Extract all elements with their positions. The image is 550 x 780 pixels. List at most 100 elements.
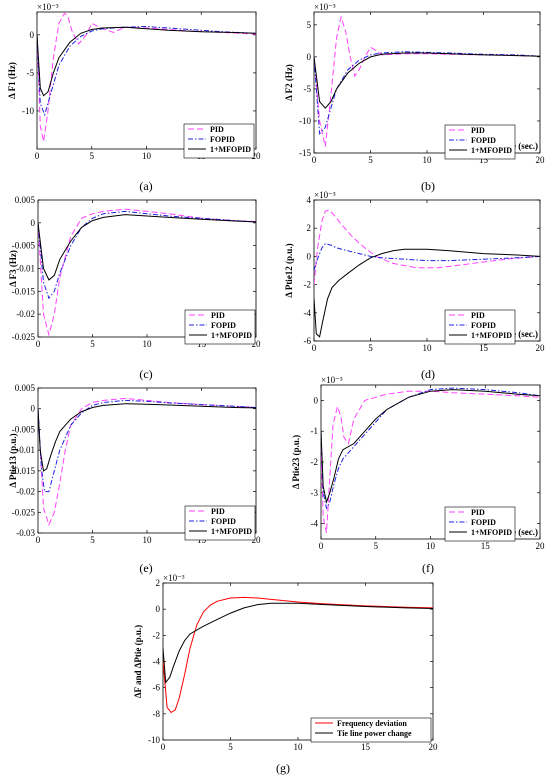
legend-box	[310, 717, 432, 743]
y-tick-label: 4	[307, 195, 312, 205]
y-tick-label: 0	[31, 404, 36, 414]
series-line-mfopid	[37, 26, 256, 97]
series-line-mfopid	[38, 214, 256, 281]
panel-label: (b)	[421, 179, 435, 193]
panel-f: 0 5 10 15 20 0 -1 -2 -3 -4 ×10⁻³ Time (sec.) Δ Ptie2…	[291, 375, 545, 575]
y-tick-label: -4	[311, 519, 319, 529]
x-tick-label: 0	[319, 541, 324, 551]
legend-entry: FOPID	[211, 517, 236, 526]
y-tick-label: -10	[299, 116, 311, 126]
y-tick-label: 5	[307, 20, 312, 30]
x-tick-label: 0	[36, 535, 41, 545]
legend-entry: FOPID	[211, 321, 236, 330]
y-tick-label: -2	[304, 280, 312, 290]
series-line-fopid	[314, 243, 540, 271]
series-line-fopid	[37, 25, 256, 117]
x-tick-label: 20	[536, 541, 546, 551]
x-tick-label: 15	[479, 343, 489, 353]
x-axis-label: Time (sec.)	[496, 527, 538, 537]
y-tick-label: -4	[153, 657, 161, 667]
series-line-mfopid	[321, 389, 540, 504]
y-tick-label: 0	[307, 251, 312, 261]
legend-entry: Frequency deviation	[337, 719, 407, 728]
y-tick-label: 2	[156, 578, 161, 588]
legend-box	[444, 309, 516, 345]
panel-e: 051015200.0050-0.005-0.01-0.015-0.02-0.0…	[8, 383, 261, 575]
y-tick-label: -2	[311, 457, 319, 467]
legend-entry: Tie line power change	[337, 729, 412, 738]
y-tick-label: -1	[311, 426, 319, 436]
y-tick-label: -0.005	[12, 424, 36, 434]
series-line-pid	[314, 209, 540, 285]
y-tick-label: -6	[304, 336, 312, 346]
series-group	[37, 12, 256, 142]
x-tick-label: 10	[423, 155, 433, 165]
x-tick-label: 20	[252, 151, 262, 161]
series-line-mfopid	[38, 403, 256, 472]
legend-entry: PID	[471, 508, 485, 517]
panel-b: 0 5 10 15 20 5 0 -5 -10 -15 ×10⁻³ Time (sec.) Δ F2 (…	[284, 2, 545, 193]
series-group	[38, 208, 256, 337]
legend-entry: 1+MFOPID	[471, 331, 512, 340]
x-tick-label: 20	[536, 155, 546, 165]
axis-multiplier: ×10⁻³	[314, 2, 336, 12]
series-line-pid	[37, 12, 256, 142]
panel-label: (g)	[276, 761, 290, 775]
x-tick-label: 10	[143, 339, 153, 349]
x-tick-label: 0	[36, 339, 41, 349]
y-axis-label: Δ F2 (Hz)	[284, 64, 294, 101]
legend-entry: PID	[211, 311, 225, 320]
y-tick-label: -2	[153, 630, 161, 640]
legend-entry: FOPID	[471, 518, 496, 527]
legend-entry: 1+MFOPID	[210, 145, 251, 154]
y-axis-label: Δ Ptie23 (p.u.)	[291, 435, 301, 489]
x-tick-label: 10	[142, 151, 152, 161]
y-tick-label: -0.015	[12, 466, 36, 476]
x-tick-label: 0	[312, 155, 317, 165]
y-tick-label: -0.02	[16, 487, 35, 497]
y-axis-label: Δ Ptie12 (p.u.)	[284, 243, 294, 297]
y-tick-label: 0.005	[15, 383, 36, 393]
y-tick-label: -0.015	[12, 286, 36, 296]
x-tick-label: 15	[361, 742, 371, 752]
x-tick-label: 5	[228, 742, 233, 752]
series-line-pid	[321, 390, 540, 533]
x-tick-label: 5	[368, 343, 373, 353]
series-line-freq	[163, 596, 433, 714]
y-tick-label: -5	[27, 68, 35, 78]
y-tick-label: -15	[299, 148, 311, 158]
legend-entry: FOPID	[471, 321, 496, 330]
axis-multiplier: ×10⁻³	[321, 375, 343, 385]
x-tick-label: 20	[429, 742, 439, 752]
series-group	[163, 596, 433, 714]
x-axis-label: Time (sec.)	[496, 141, 538, 151]
x-tick-label: 5	[368, 155, 373, 165]
legend-box	[183, 123, 255, 159]
y-tick-label: 0	[31, 218, 36, 228]
y-tick-label: -0.02	[16, 309, 35, 319]
series-line-mfopid	[314, 248, 540, 338]
x-tick-label: 20	[536, 343, 546, 353]
x-tick-label: 10	[426, 541, 436, 551]
y-tick-label: 0	[30, 30, 35, 40]
y-tick-label: 2	[307, 223, 312, 233]
legend-entry: 1+MFOPID	[211, 527, 252, 536]
x-tick-label: 15	[481, 541, 491, 551]
axis-multiplier: ×10⁻³	[37, 2, 59, 12]
y-tick-label: -3	[311, 488, 319, 498]
y-tick-label: 0.005	[15, 195, 36, 205]
y-tick-label: -0.025	[12, 332, 36, 342]
x-tick-label: 10	[423, 343, 433, 353]
series-line-tie	[163, 602, 433, 684]
x-tick-label: 20	[252, 339, 262, 349]
x-axis-label: Time (sec.)	[496, 329, 538, 339]
y-axis-label: Δ F1 (Hz)	[7, 62, 17, 99]
legend-entry: PID	[471, 311, 485, 320]
